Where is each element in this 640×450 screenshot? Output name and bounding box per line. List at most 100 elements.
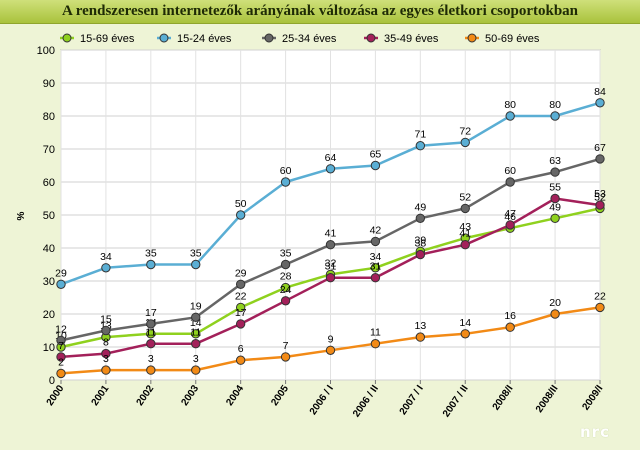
data-label: 35 bbox=[190, 248, 202, 260]
legend-marker bbox=[62, 33, 72, 43]
legend-marker bbox=[366, 33, 376, 43]
data-point bbox=[56, 279, 66, 289]
data-label: 31 bbox=[325, 261, 337, 273]
data-label: 3 bbox=[148, 353, 154, 365]
data-label: 17 bbox=[235, 307, 247, 319]
data-label: 35 bbox=[280, 248, 292, 260]
data-point bbox=[235, 355, 246, 365]
legend-entry: 35-49 éves bbox=[364, 33, 439, 45]
data-label: 55 bbox=[549, 182, 561, 194]
data-point bbox=[235, 279, 246, 289]
data-label: 80 bbox=[504, 99, 516, 111]
x-tick-label: 2006 / I bbox=[308, 383, 336, 417]
legend-marker bbox=[467, 33, 477, 43]
data-label: 7 bbox=[58, 340, 64, 352]
legend-entry: 15-24 éves bbox=[157, 33, 232, 45]
data-label: 49 bbox=[414, 201, 426, 213]
data-point bbox=[146, 329, 156, 339]
legend-marker bbox=[264, 33, 274, 43]
data-point bbox=[370, 273, 381, 283]
data-label: 65 bbox=[370, 149, 382, 161]
data-point bbox=[595, 154, 605, 164]
data-point bbox=[550, 213, 560, 224]
data-point bbox=[370, 236, 381, 247]
data-label: 35 bbox=[145, 248, 157, 260]
data-label: 22 bbox=[235, 290, 247, 302]
y-tick-label: 60 bbox=[43, 177, 55, 189]
data-label: 15 bbox=[100, 314, 112, 326]
data-point bbox=[325, 164, 336, 174]
legend-label: 15-69 éves bbox=[80, 33, 135, 45]
x-tick-label: 2008/II bbox=[534, 383, 561, 415]
data-point bbox=[56, 352, 66, 362]
data-label: 31 bbox=[370, 261, 382, 273]
data-point bbox=[191, 329, 201, 339]
x-tick-label: 2002 bbox=[135, 383, 157, 408]
data-point bbox=[415, 249, 426, 260]
data-point bbox=[325, 240, 336, 250]
data-point bbox=[146, 319, 156, 329]
data-point bbox=[191, 259, 201, 270]
data-point bbox=[415, 332, 426, 342]
data-label: 80 bbox=[549, 99, 561, 111]
data-label: 63 bbox=[549, 155, 561, 167]
legend-label: 15-24 éves bbox=[177, 33, 232, 45]
data-label: 2 bbox=[58, 356, 64, 368]
data-point bbox=[101, 263, 111, 273]
data-point bbox=[56, 368, 66, 379]
data-label: 8 bbox=[103, 337, 109, 349]
data-label: 17 bbox=[145, 307, 157, 319]
data-label: 47 bbox=[504, 208, 516, 220]
y-tick-label: 20 bbox=[43, 309, 55, 321]
data-label: 11 bbox=[145, 327, 156, 339]
x-tick-label: 2009/I bbox=[580, 383, 605, 412]
data-point bbox=[370, 263, 381, 273]
data-label: 7 bbox=[283, 340, 289, 352]
data-point bbox=[191, 365, 201, 375]
x-tick-label: 2008/I bbox=[491, 383, 516, 412]
data-point bbox=[505, 111, 515, 121]
data-label: 71 bbox=[414, 129, 426, 141]
data-label: 43 bbox=[459, 221, 471, 233]
data-point bbox=[101, 365, 111, 375]
y-tick-label: 90 bbox=[43, 78, 55, 90]
data-label: 67 bbox=[594, 142, 606, 154]
series-35-49-éves: 7 8 11 11 17 24 31 31 38 41 47 55 53 bbox=[56, 182, 606, 362]
data-label: 16 bbox=[504, 310, 516, 322]
data-label: 52 bbox=[459, 191, 471, 203]
data-label: 34 bbox=[100, 251, 112, 263]
y-tick-label: 70 bbox=[43, 144, 55, 156]
data-point bbox=[235, 302, 246, 313]
data-label: 34 bbox=[370, 251, 382, 263]
data-label: 52 bbox=[594, 191, 606, 203]
data-point bbox=[325, 345, 336, 355]
data-label: 19 bbox=[190, 300, 202, 312]
data-point bbox=[505, 322, 515, 332]
data-label: 14 bbox=[459, 317, 471, 329]
y-tick-label: 30 bbox=[43, 276, 55, 288]
data-point bbox=[56, 335, 66, 346]
x-tick-label: 2001 bbox=[90, 383, 112, 408]
data-point bbox=[235, 210, 246, 220]
y-tick-label: 100 bbox=[37, 45, 55, 57]
data-label: 11 bbox=[190, 327, 201, 339]
data-point bbox=[280, 259, 291, 270]
data-point bbox=[595, 98, 605, 108]
data-label: 24 bbox=[280, 284, 292, 296]
data-label: 28 bbox=[280, 271, 292, 283]
data-label: 38 bbox=[414, 238, 426, 250]
data-point bbox=[325, 273, 336, 283]
y-tick-label: 50 bbox=[43, 210, 55, 222]
data-label: 14 bbox=[190, 317, 202, 329]
data-point bbox=[101, 348, 111, 359]
x-tick-label: 2004 bbox=[224, 383, 246, 408]
data-point bbox=[595, 302, 605, 313]
data-label: 39 bbox=[414, 234, 426, 246]
data-label: 46 bbox=[504, 211, 516, 223]
data-label: 42 bbox=[370, 224, 382, 236]
x-tick-label: 2003 bbox=[179, 383, 201, 408]
data-point bbox=[415, 141, 426, 151]
y-tick-label: 80 bbox=[43, 111, 55, 123]
data-point bbox=[101, 325, 111, 336]
legend-label: 35-49 éves bbox=[384, 33, 439, 45]
